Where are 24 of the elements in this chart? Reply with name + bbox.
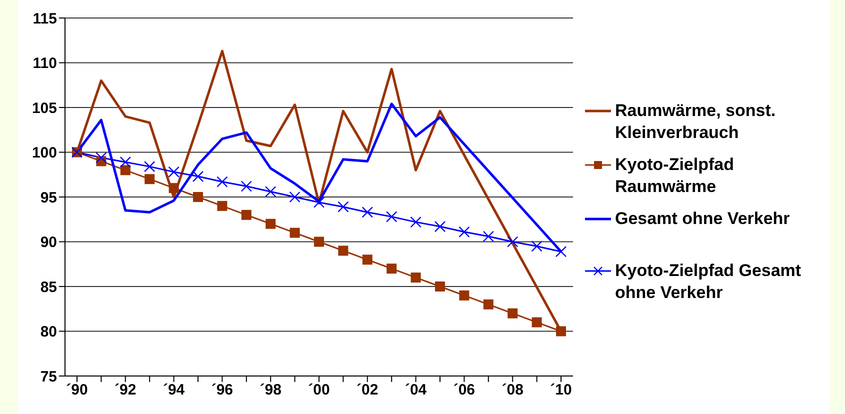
y-tick-label: 95 xyxy=(40,189,57,206)
y-tick-label: 100 xyxy=(32,144,57,162)
y-tick-label: 115 xyxy=(32,10,57,28)
legend-label: Gesamt ohne Verkehr xyxy=(615,208,791,230)
y-tick-label: 75 xyxy=(40,368,57,386)
x-tick-label: ´00 xyxy=(308,382,330,399)
x-tick-label: ´90 xyxy=(66,382,88,399)
legend-label: Raumwärme, sonst. Kleinverbrauch xyxy=(615,100,777,144)
x-tick-label: ´02 xyxy=(356,382,378,399)
y-tick-label: 90 xyxy=(40,234,57,252)
x-tick-label: ´08 xyxy=(502,382,524,399)
x-tick-label: ´10 xyxy=(550,382,572,399)
x-tick-label: ´92 xyxy=(114,382,136,399)
x-tick-label: ´98 xyxy=(260,382,282,399)
x-tick-label: ´96 xyxy=(211,382,234,399)
x-tick-label: ´04 xyxy=(404,382,428,399)
y-tick-label: 105 xyxy=(32,100,57,117)
x-tick-label: ´06 xyxy=(453,382,476,399)
y-tick-label: 110 xyxy=(32,55,57,72)
x-tick-label: ´94 xyxy=(162,382,186,399)
legend-label: Kyoto-Zielpfad Raumwärme xyxy=(615,154,735,198)
y-tick-label: 85 xyxy=(40,278,57,296)
y-tick-label: 80 xyxy=(40,324,57,341)
legend-label: Kyoto-Zielpfad Gesamt ohne Verkehr xyxy=(615,260,802,304)
